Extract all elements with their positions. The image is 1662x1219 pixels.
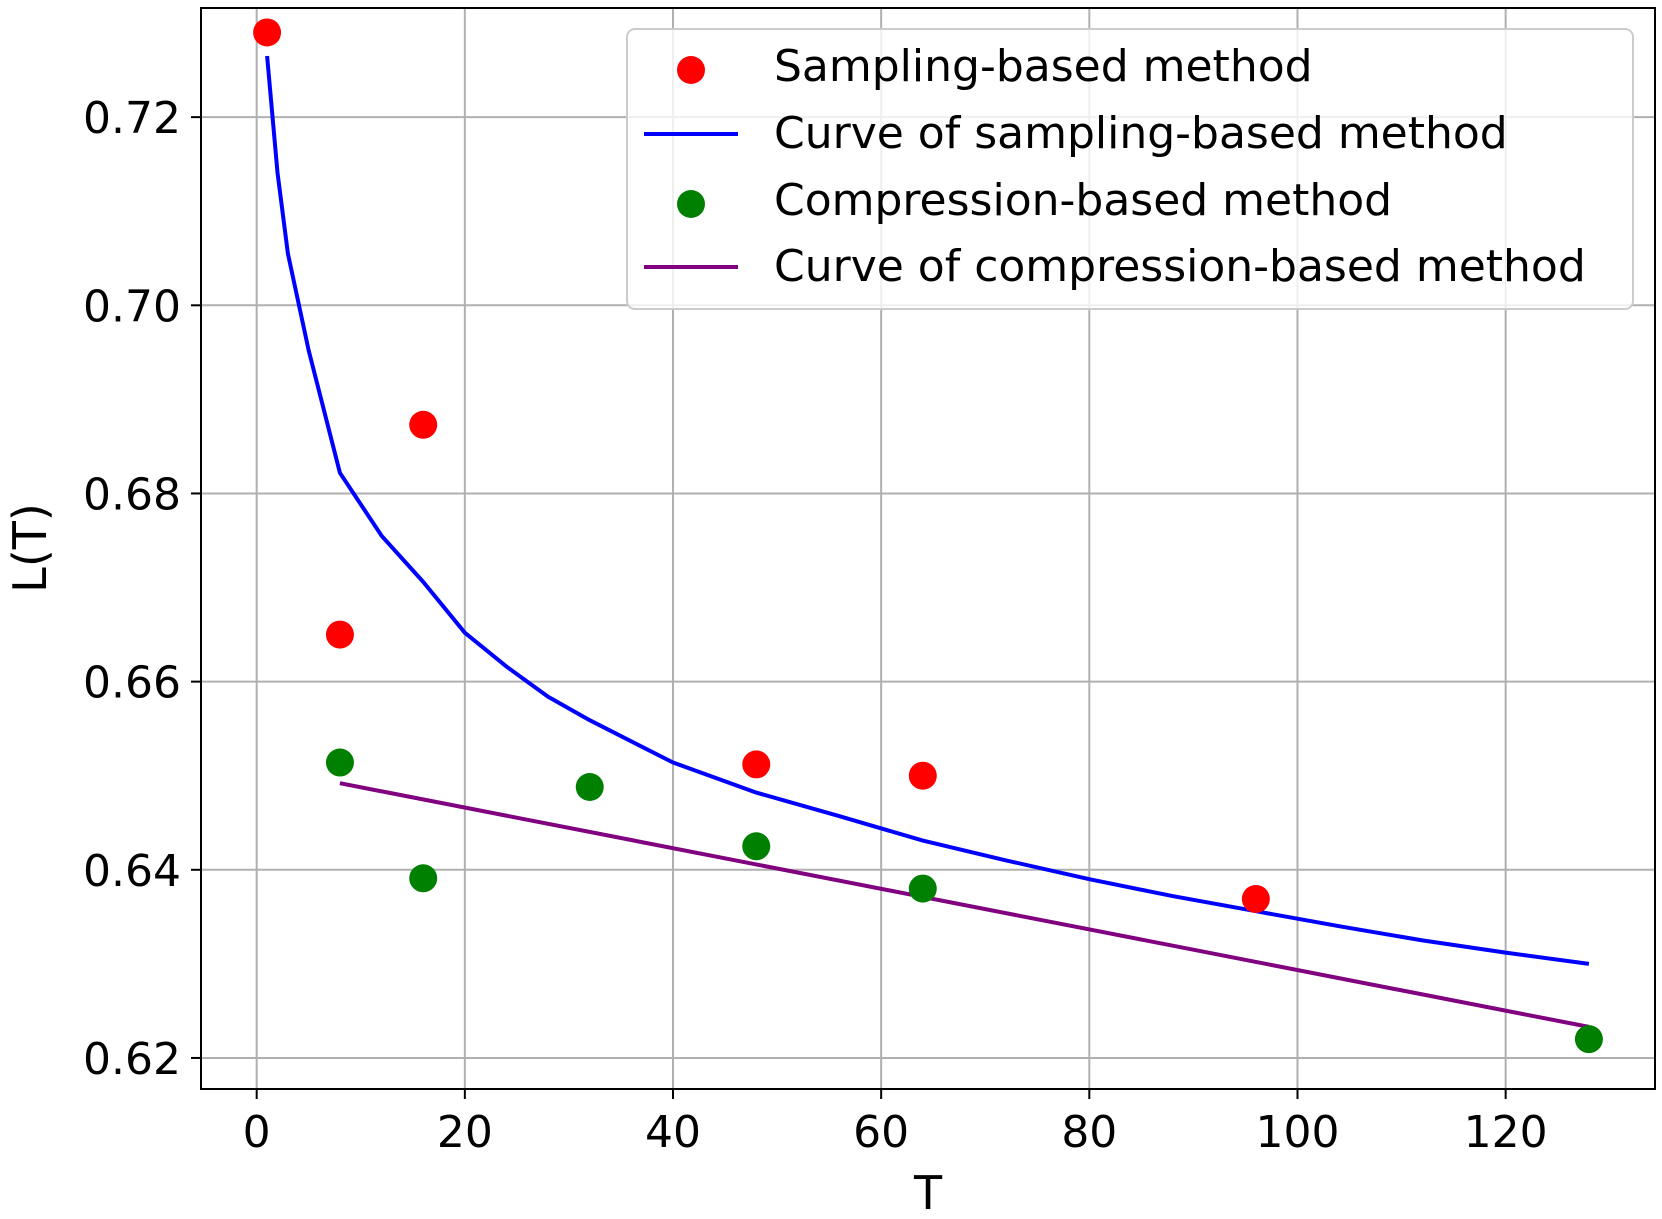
legend-box <box>626 28 1634 310</box>
legend-swatch-compression-points <box>677 190 705 218</box>
legend-label-sampling-points: Sampling-based method <box>774 41 1313 92</box>
x-axis-label: T <box>913 1166 943 1219</box>
data-point-series-2 <box>325 748 354 777</box>
data-point-series-2 <box>742 832 771 861</box>
plot-frame <box>200 7 1656 1090</box>
x-tick-label: 40 <box>645 1107 701 1158</box>
x-tick-label: 100 <box>1255 1107 1339 1158</box>
x-tick-label: 120 <box>1464 1107 1548 1158</box>
series-line-3 <box>339 781 1590 1029</box>
legend-swatch-sampling-points <box>677 56 705 84</box>
y-tick-label: 0.72 <box>83 93 181 144</box>
y-tick-label: 0.68 <box>83 469 181 520</box>
data-point-series-0 <box>325 620 354 649</box>
y-tick-label: 0.70 <box>83 281 181 332</box>
y-axis: 0.62 0.64 0.66 0.68 0.70 0.72 <box>83 93 201 1085</box>
x-axis: 0 20 40 60 80 100 120 <box>243 1089 1548 1158</box>
data-point-series-0 <box>908 761 937 790</box>
data-point-series-2 <box>908 874 937 903</box>
series-line-1 <box>265 55 1590 966</box>
legend-label-compression-curve: Curve of compression-based method <box>774 241 1586 292</box>
x-tick-label: 80 <box>1061 1107 1117 1158</box>
legend-label-compression-points: Compression-based method <box>774 175 1392 226</box>
data-point-series-0 <box>1241 884 1270 913</box>
x-tick-label: 20 <box>437 1107 493 1158</box>
y-tick-label: 0.62 <box>83 1034 181 1085</box>
data-point-series-0 <box>409 410 438 439</box>
x-tick-label: 0 <box>243 1107 271 1158</box>
data-point-series-2 <box>409 864 438 893</box>
y-tick-label: 0.64 <box>83 846 181 897</box>
legend: Sampling-based method Curve of sampling-… <box>626 28 1634 310</box>
data-point-series-2 <box>575 772 604 801</box>
y-axis-label: L(T) <box>3 503 57 593</box>
data-point-series-2 <box>1574 1025 1603 1054</box>
legend-label-sampling-curve: Curve of sampling-based method <box>774 108 1508 159</box>
data-point-series-0 <box>742 750 771 779</box>
data-point-series-0 <box>253 18 282 47</box>
y-tick-label: 0.66 <box>83 658 181 709</box>
x-tick-label: 60 <box>853 1107 909 1158</box>
plot-series <box>253 18 1603 1054</box>
